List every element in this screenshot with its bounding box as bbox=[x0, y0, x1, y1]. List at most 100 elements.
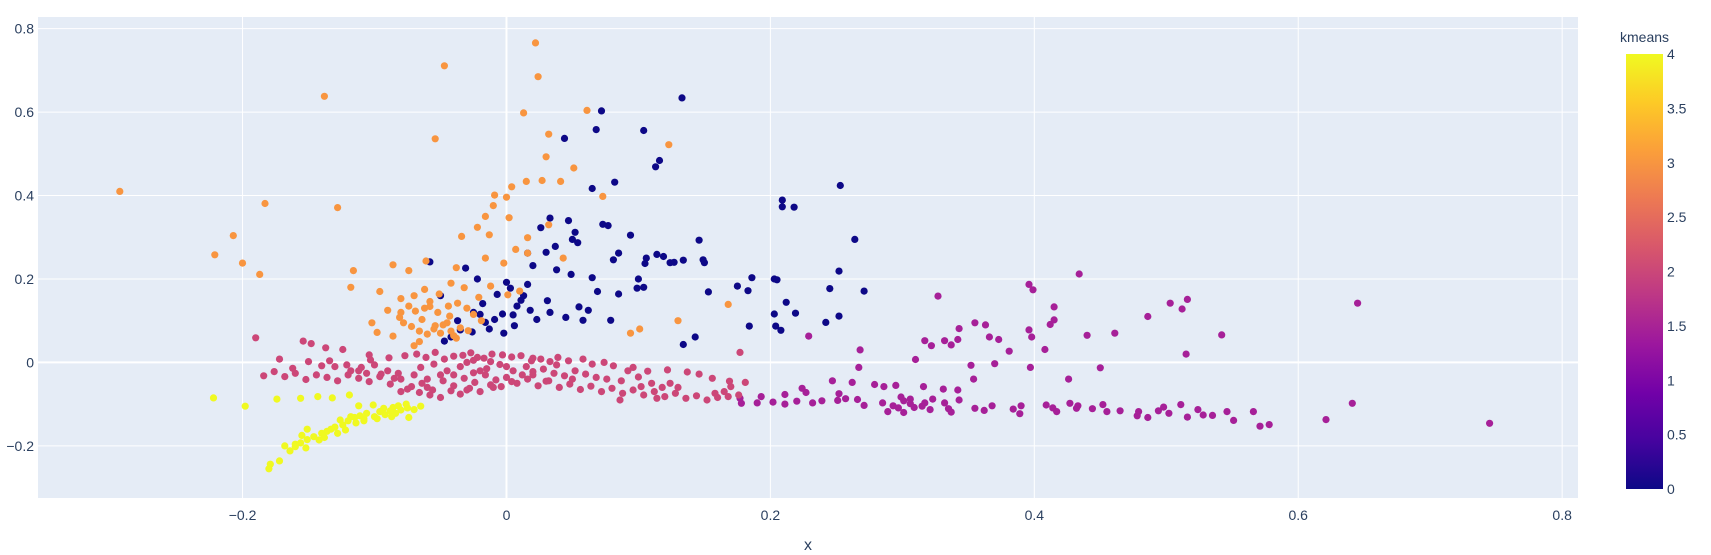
data-point-cluster-1 bbox=[1182, 350, 1190, 358]
data-point-cluster-4 bbox=[345, 391, 353, 399]
data-point-cluster-3 bbox=[504, 291, 512, 299]
data-point-cluster-3 bbox=[443, 319, 451, 327]
data-point-cluster-1 bbox=[1144, 312, 1152, 321]
colorbar-ticks: 0 0.5 1 1.5 2 2.5 3 3.5 4 bbox=[1667, 46, 1687, 497]
data-point-cluster-3 bbox=[477, 317, 485, 325]
data-point-cluster-0 bbox=[575, 303, 583, 311]
data-point-cluster-2 bbox=[550, 369, 558, 377]
data-point-cluster-0 bbox=[679, 340, 687, 349]
data-point-cluster-3 bbox=[411, 307, 419, 315]
data-point-cluster-0 bbox=[822, 318, 830, 326]
data-point-cluster-2 bbox=[355, 367, 363, 375]
data-point-cluster-1 bbox=[1144, 413, 1152, 422]
data-point-cluster-0 bbox=[778, 196, 786, 204]
data-point-cluster-0 bbox=[462, 264, 470, 272]
data-point-cluster-3 bbox=[505, 214, 513, 222]
data-point-cluster-1 bbox=[855, 363, 863, 371]
data-point-cluster-1 bbox=[991, 360, 999, 368]
data-point-cluster-2 bbox=[326, 357, 334, 365]
data-point-cluster-0 bbox=[542, 248, 550, 256]
data-point-cluster-3 bbox=[557, 177, 565, 185]
data-point-cluster-3 bbox=[454, 299, 462, 307]
data-point-cluster-3 bbox=[487, 282, 495, 290]
data-point-cluster-2 bbox=[674, 383, 682, 391]
data-point-cluster-3 bbox=[583, 106, 591, 114]
data-point-cluster-3 bbox=[489, 202, 497, 210]
data-point-cluster-2 bbox=[735, 391, 743, 399]
data-point-cluster-2 bbox=[436, 393, 445, 402]
data-point-cluster-2 bbox=[708, 374, 716, 382]
data-point-cluster-3 bbox=[405, 302, 413, 310]
data-point-cluster-3 bbox=[334, 204, 342, 212]
data-point-cluster-0 bbox=[440, 337, 448, 345]
data-point-cluster-1 bbox=[818, 397, 826, 405]
data-point-cluster-1 bbox=[1223, 408, 1231, 416]
data-point-cluster-2 bbox=[634, 373, 643, 381]
data-point-cluster-2 bbox=[637, 383, 645, 391]
data-point-cluster-0 bbox=[652, 163, 660, 171]
data-point-cluster-2 bbox=[394, 369, 402, 377]
data-point-cluster-2 bbox=[560, 372, 569, 380]
data-point-cluster-4 bbox=[405, 413, 413, 422]
data-point-cluster-2 bbox=[467, 349, 475, 357]
data-point-cluster-1 bbox=[842, 395, 850, 403]
data-point-cluster-3 bbox=[423, 330, 431, 338]
data-point-cluster-2 bbox=[492, 376, 500, 384]
data-point-cluster-2 bbox=[270, 368, 278, 376]
data-point-cluster-0 bbox=[588, 184, 596, 193]
data-point-cluster-0 bbox=[588, 274, 596, 282]
data-point-cluster-0 bbox=[604, 222, 612, 230]
data-point-cluster-2 bbox=[370, 361, 379, 369]
data-point-cluster-2 bbox=[384, 367, 392, 375]
data-point-cluster-0 bbox=[782, 298, 790, 306]
data-point-cluster-3 bbox=[389, 261, 397, 269]
data-point-cluster-1 bbox=[900, 408, 908, 417]
data-point-cluster-3 bbox=[542, 153, 550, 161]
data-point-cluster-2 bbox=[480, 354, 488, 362]
data-point-cluster-2 bbox=[355, 374, 363, 382]
data-point-cluster-1 bbox=[1088, 405, 1096, 413]
data-point-cluster-2 bbox=[603, 375, 611, 383]
data-point-cluster-3 bbox=[485, 231, 493, 239]
data-point-cluster-0 bbox=[574, 239, 582, 247]
y-tick-label: 0.2 bbox=[15, 271, 35, 287]
data-point-cluster-1 bbox=[1009, 405, 1017, 413]
data-point-cluster-1 bbox=[1160, 403, 1168, 411]
data-point-cluster-2 bbox=[727, 383, 735, 391]
data-point-cluster-2 bbox=[476, 367, 484, 375]
data-point-cluster-2 bbox=[692, 392, 701, 400]
data-point-cluster-1 bbox=[988, 402, 996, 410]
data-point-cluster-1 bbox=[926, 406, 934, 414]
colorbar-tick-label: 2.5 bbox=[1667, 209, 1687, 225]
data-point-cluster-1 bbox=[1354, 299, 1362, 307]
data-point-cluster-4 bbox=[410, 406, 418, 414]
x-tick-label: 0.6 bbox=[1289, 507, 1309, 523]
data-point-cluster-0 bbox=[513, 302, 521, 310]
data-point-cluster-0 bbox=[485, 325, 493, 333]
data-point-cluster-0 bbox=[700, 259, 709, 267]
data-point-cluster-0 bbox=[860, 287, 868, 295]
data-point-cluster-1 bbox=[1133, 412, 1141, 420]
data-point-cluster-1 bbox=[910, 403, 918, 412]
data-point-cluster-2 bbox=[658, 383, 666, 391]
data-point-cluster-0 bbox=[733, 282, 742, 290]
data-point-cluster-0 bbox=[562, 313, 570, 321]
data-point-cluster-2 bbox=[431, 348, 439, 356]
y-tick-label: 0.6 bbox=[15, 104, 35, 120]
data-point-cluster-0 bbox=[670, 258, 678, 266]
data-point-cluster-2 bbox=[617, 377, 625, 385]
data-point-cluster-2 bbox=[522, 363, 530, 371]
data-point-cluster-2 bbox=[476, 388, 484, 396]
data-point-cluster-0 bbox=[773, 276, 781, 284]
data-point-cluster-1 bbox=[1099, 401, 1107, 409]
data-point-cluster-1 bbox=[921, 337, 929, 345]
colorbar-tick-label: 1 bbox=[1667, 372, 1675, 388]
data-point-cluster-2 bbox=[497, 383, 505, 391]
data-point-cluster-3 bbox=[460, 284, 468, 292]
data-point-cluster-0 bbox=[748, 274, 756, 282]
x-tick-label: −0.2 bbox=[229, 507, 257, 523]
data-point-cluster-1 bbox=[1046, 320, 1054, 329]
y-tick-label: −0.2 bbox=[6, 438, 34, 454]
data-point-cluster-3 bbox=[724, 300, 732, 308]
